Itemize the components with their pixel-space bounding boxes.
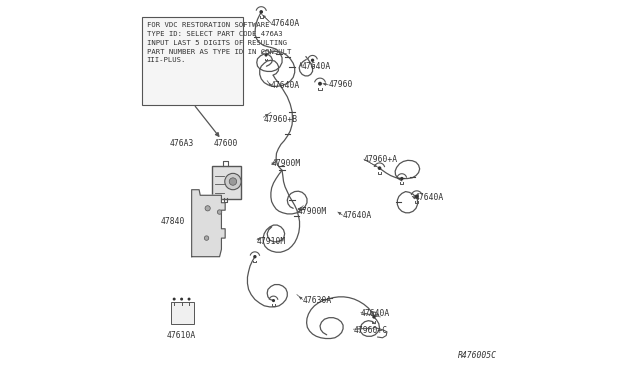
Text: 47840: 47840 — [161, 217, 185, 226]
Circle shape — [218, 210, 222, 214]
Circle shape — [173, 298, 175, 301]
Circle shape — [400, 177, 404, 180]
Circle shape — [253, 255, 257, 259]
Circle shape — [264, 54, 268, 57]
Text: 47630A: 47630A — [303, 296, 332, 305]
Text: 476A3: 476A3 — [170, 139, 194, 148]
Circle shape — [225, 173, 241, 190]
Text: 47900M: 47900M — [298, 207, 327, 216]
Text: 47910M: 47910M — [257, 237, 286, 246]
Circle shape — [180, 298, 183, 301]
Circle shape — [415, 195, 419, 198]
Text: FOR VDC RESTORATION SOFTWARE
TYPE ID: SELECT PART CODE 476A3
INPUT LAST 5 DIGITS: FOR VDC RESTORATION SOFTWARE TYPE ID: SE… — [147, 22, 291, 63]
Text: 47900M: 47900M — [271, 159, 301, 168]
Text: 47640A: 47640A — [342, 211, 372, 220]
Circle shape — [318, 82, 322, 86]
FancyBboxPatch shape — [212, 166, 241, 199]
Text: 47640A: 47640A — [301, 62, 331, 71]
Circle shape — [372, 315, 376, 319]
Text: R476005C: R476005C — [458, 351, 497, 360]
Circle shape — [259, 10, 263, 14]
Circle shape — [378, 166, 381, 170]
Text: 47640A: 47640A — [271, 81, 300, 90]
Text: 47640A: 47640A — [271, 19, 300, 28]
Text: 47960+A: 47960+A — [364, 155, 398, 164]
Circle shape — [311, 58, 314, 62]
Text: 47960+B: 47960+B — [264, 115, 298, 124]
Circle shape — [272, 299, 275, 302]
Text: 47610A: 47610A — [167, 331, 196, 340]
Polygon shape — [191, 190, 225, 257]
Text: 47640A: 47640A — [361, 309, 390, 318]
FancyBboxPatch shape — [171, 302, 194, 324]
Text: 47600: 47600 — [214, 139, 238, 148]
Text: 47960: 47960 — [328, 80, 353, 89]
Circle shape — [229, 178, 237, 185]
Circle shape — [205, 206, 211, 211]
Text: 47960+C: 47960+C — [353, 326, 388, 335]
Text: 47640A: 47640A — [415, 193, 444, 202]
Circle shape — [204, 236, 209, 240]
Circle shape — [188, 298, 191, 301]
FancyBboxPatch shape — [142, 17, 243, 105]
